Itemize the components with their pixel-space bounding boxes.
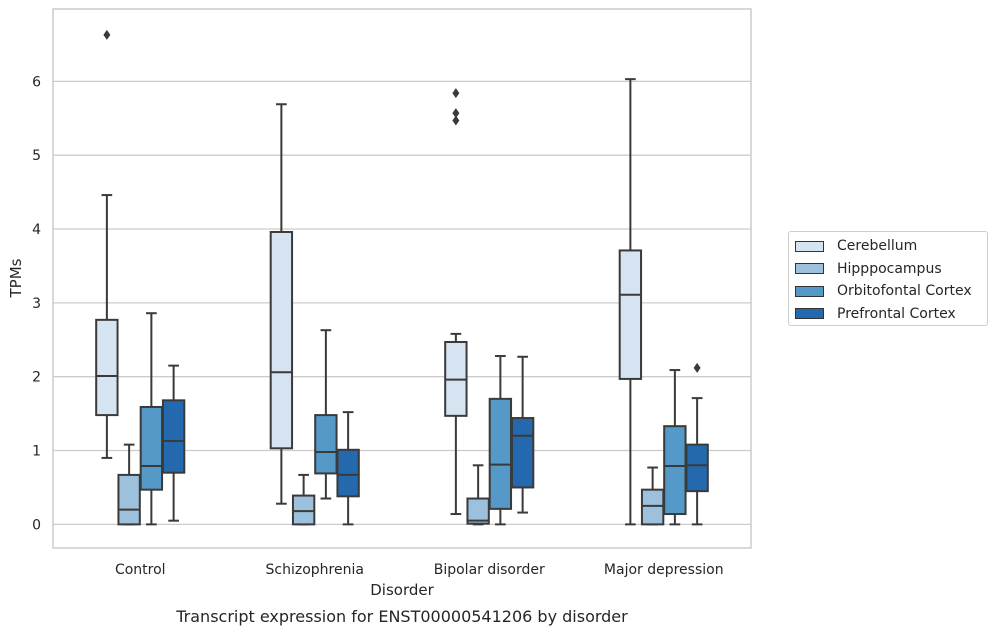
y-tick-label: 4 [32,222,41,238]
box-iqr [269,230,294,450]
box-iqr [139,405,164,491]
box-iqr [640,488,665,526]
box-iqr [685,443,709,493]
legend-item: Hipppocampus [795,258,987,281]
legend-label: Orbitofontal Cortex [837,283,972,300]
box-iqr [314,414,338,475]
box-iqr [663,425,687,516]
y-tick-label: 1 [32,444,41,460]
legend-item: Orbitofontal Cortex [795,280,987,303]
box-prefrontal-cortex [336,411,360,526]
x-tick-label: Schizophrenia [266,562,364,578]
box-plots [95,29,709,526]
box-orbitofontal-cortex [139,312,164,526]
box-orbitofontal-cortex [663,369,687,526]
outlier-marker [452,115,460,126]
x-tick-label: Bipolar disorder [434,562,545,578]
legend-swatch [795,308,824,320]
box-hipppocampus [466,464,490,526]
box-iqr [466,497,490,525]
chart-caption: Transcript expression for ENST0000054120… [175,607,628,626]
legend-item: Prefrontal Cortex [795,303,987,326]
y-tick-label: 6 [32,74,41,90]
x-tick-label: Major depression [604,562,724,578]
legend-item: Cerebellum [795,235,987,258]
box-iqr [336,448,360,498]
box-iqr [117,473,141,526]
box-prefrontal-cortex [161,364,186,522]
x-tick-labels: Control Schizophrenia Bipolar disorder Majo… [115,562,724,578]
legend: Cerebellum Hipppocampus Orbitofontal Corte… [788,231,988,326]
y-tick-labels: 0 1 2 3 4 5 6 [32,74,41,533]
legend-label: Hipppocampus [837,260,942,277]
y-tick-label: 3 [32,296,41,312]
box-iqr [488,397,513,510]
box-cerebellum [95,29,119,459]
y-tick-label: 2 [32,370,41,386]
outlier-marker [693,362,701,373]
legend-swatch [795,263,824,275]
box-iqr [291,494,316,526]
x-tick-label: Control [115,562,166,578]
box-cerebellum [444,88,468,516]
outlier-marker [452,88,460,99]
box-orbitofontal-cortex [314,329,338,500]
box-hipppocampus [291,473,316,526]
legend-swatch [795,240,824,252]
legend-swatch [795,285,824,297]
y-tick-label: 5 [32,148,41,164]
box-prefrontal-cortex [510,355,535,514]
box-iqr [618,249,643,380]
box-cerebellum [269,103,294,505]
box-iqr [161,399,186,474]
box-prefrontal-cortex [685,362,709,526]
y-axis-label: TPMs [7,258,25,298]
box-iqr [510,417,535,489]
plot-frame [52,8,752,549]
y-tick-label: 0 [32,517,41,533]
box-hipppocampus [117,443,141,526]
outlier-marker [452,108,460,119]
box-cerebellum [618,78,643,526]
x-axis-label: Disorder [370,581,434,599]
legend-label: Prefrontal Cortex [837,305,956,322]
legend-label: Cerebellum [837,238,918,255]
box-iqr [95,318,119,417]
outlier-marker [103,29,111,40]
